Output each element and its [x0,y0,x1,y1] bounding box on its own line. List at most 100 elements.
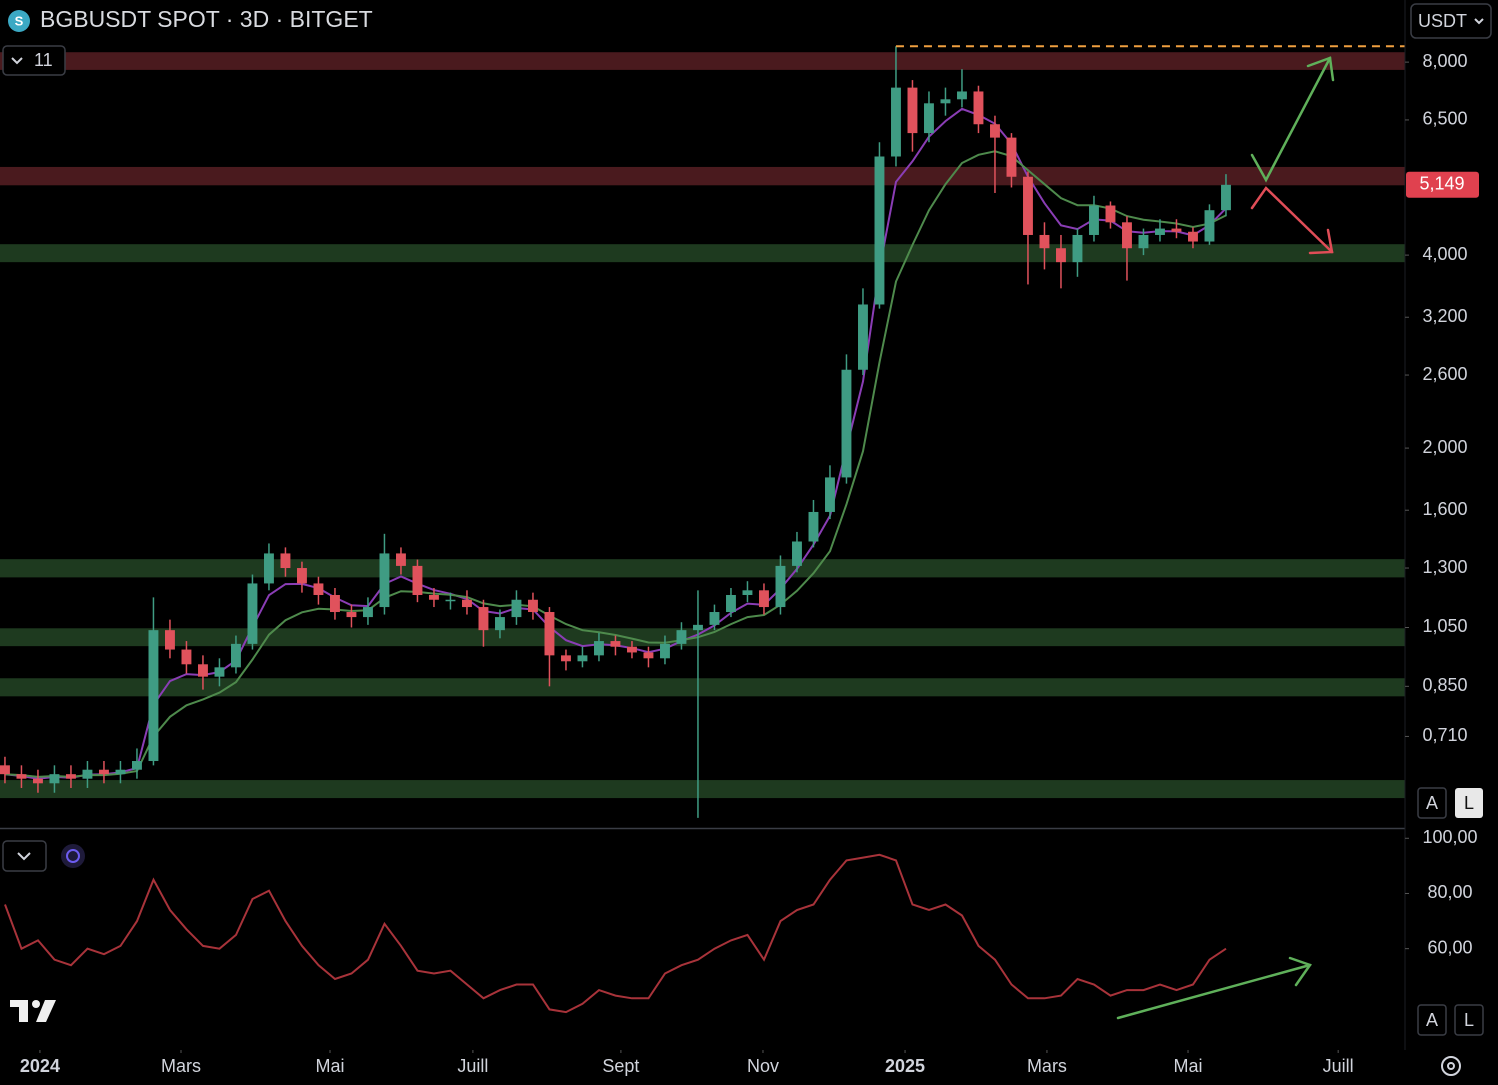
candle-body [891,87,901,157]
candle-body [462,599,472,608]
down-arrowhead [1308,228,1334,255]
candle-body [33,778,43,784]
rsi-arrow [1116,963,1312,1020]
candle-body [676,630,687,644]
series-line [4,150,1227,778]
y-tick-label: 2,600 [1422,364,1467,384]
x-tick-label: Juill [1323,1056,1354,1076]
x-tick-label: Nov [747,1056,779,1076]
y-tick-label: 4,000 [1422,244,1467,264]
chart-title: BGBUSDT SPOT · 3D · BITGET [40,6,373,32]
candle-body [742,590,753,595]
currency-selector[interactable] [1410,3,1492,39]
last-price-box [1406,171,1479,198]
auto-scale-button[interactable] [1417,1004,1447,1036]
candle-body [1023,176,1033,235]
candle-body [412,565,423,595]
x-tick-label: Mars [161,1056,201,1076]
candle-body [957,91,967,100]
settings-icon[interactable] [1441,1056,1461,1076]
candle-body [66,774,76,779]
chevron [17,852,31,861]
y-tick-label: 3,200 [1422,306,1467,326]
candle-body [49,774,60,784]
candle-body [1188,231,1198,242]
candle-body [858,304,868,370]
candle-body [313,583,324,595]
currency-label: USDT [1418,11,1467,31]
series-line [4,853,1227,1014]
zone [0,678,1405,697]
auto-scale-label: A [1426,1010,1438,1030]
candle-body [1171,228,1182,232]
y-tick-label: 80,00 [1427,882,1472,902]
x-tick-label: 2025 [885,1056,925,1076]
down-arrow [1250,186,1334,254]
last-price-label: 5,149 [1419,174,1464,194]
x-tick-label: Mai [315,1056,344,1076]
candle-body [1221,184,1231,211]
log-scale-button[interactable] [1454,1004,1484,1036]
candle-body [660,643,670,659]
candle-body [165,630,175,650]
candle-body [973,91,984,125]
candle-body [1204,210,1215,242]
y-tick-label: 0,850 [1422,675,1467,695]
candle-body [264,553,274,584]
candle-body [1039,234,1050,249]
y-tick-label: 1,600 [1422,499,1467,519]
candle-body [643,652,654,659]
candle-body [841,369,852,478]
candle-body [429,594,439,600]
candle-body [511,599,522,618]
annotations [1116,56,1335,1020]
zone [0,628,1405,647]
candle-body [610,641,621,647]
auto-scale-button[interactable] [1417,787,1447,819]
indicator-count: 11 [34,50,53,70]
candle-body [1089,205,1099,235]
candle-body [346,612,357,618]
candle-body [924,103,934,134]
zone [0,559,1405,578]
zone [0,52,1405,70]
symbol-icon [8,10,30,32]
pane-toggle[interactable] [2,840,47,872]
candle-body [445,599,456,602]
indicator-icon-glyph [66,849,80,863]
candle-body [132,761,142,770]
candle-body [808,511,819,542]
candle-body [379,553,390,608]
y-tick-label: 0,710 [1422,725,1467,745]
candle-body [396,553,406,566]
candle-body [544,612,555,656]
zone [0,244,1405,263]
chevron [11,57,23,65]
candle-body [1105,205,1116,223]
x-tick-label: Juill [457,1056,488,1076]
candle-body [115,769,126,775]
x-tick-label: 2024 [20,1056,60,1076]
x-tick-label: Mars [1027,1056,1067,1076]
candle-body [759,590,769,608]
candle-body [726,594,736,613]
candle-body [0,765,10,775]
log-scale-label: L [1464,1010,1474,1030]
candle-body [561,655,571,662]
zone [0,780,1405,799]
indicator-toggle[interactable] [2,45,66,76]
candle-body [627,646,637,653]
log-scale-button[interactable] [1455,788,1483,818]
indicator-icon[interactable] [61,844,85,868]
candle-body [874,156,885,305]
candle-body [330,594,340,613]
candle-body [577,655,588,662]
candle-body [792,541,802,566]
candle-body [709,612,720,625]
candle-body [775,565,786,608]
y-tick-label: 8,000 [1422,51,1467,71]
candle-body [247,583,258,644]
y-tick-label: 60,00 [1427,937,1472,957]
